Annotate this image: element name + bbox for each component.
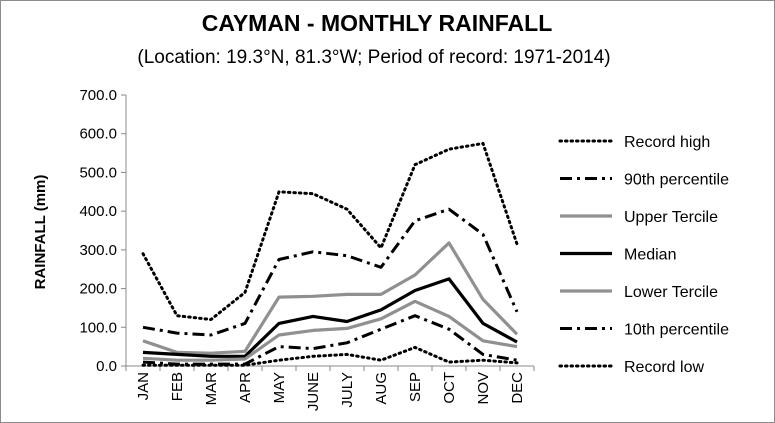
legend-label-10th-percentile: 10th percentile xyxy=(624,322,729,339)
y-tick-label: 400.0 xyxy=(79,203,117,220)
y-tick-labels: 0.0 100.0 200.0 300.0 400.0 500.0 600.0 700.0 xyxy=(79,87,117,375)
x-tick-label: NOV xyxy=(475,372,492,405)
x-tick-label: OCT xyxy=(441,372,458,404)
series-line-90th-percentile xyxy=(142,207,519,337)
x-tick-label: APR xyxy=(237,372,254,403)
x-tick-label: MAY xyxy=(271,372,288,403)
x-tick-labels: JAN FEB MAR APR MAY JUNE JULY AUG SEP OCT NOV DEC xyxy=(135,372,526,411)
y-tick-label: 700.0 xyxy=(79,87,117,104)
y-axis-label: RAINFALL (mm) xyxy=(32,175,49,290)
x-tick-label: JUNE xyxy=(305,372,322,411)
y-tick-label: 100.0 xyxy=(79,319,117,336)
chart-title: CAYMAN - MONTHLY RAINFALL xyxy=(202,10,553,36)
series-line-record-low xyxy=(141,345,519,367)
x-tick-label: AUG xyxy=(373,372,390,405)
series-lines xyxy=(141,141,519,367)
x-tick-label: JULY xyxy=(339,372,356,408)
series-line-upper-tercile xyxy=(142,241,519,355)
legend-label-record-high: Record high xyxy=(624,134,710,151)
legend-label-median: Median xyxy=(624,247,676,264)
series-line-median xyxy=(142,277,518,358)
y-tick-label: 200.0 xyxy=(79,281,117,298)
legend-label-90th-percentile: 90th percentile xyxy=(624,172,729,189)
y-tick-label: 500.0 xyxy=(79,164,117,181)
y-tick-label: 600.0 xyxy=(79,126,117,143)
chart-subtitle: (Location: 19.3°N, 81.3°W; Period of rec… xyxy=(137,47,610,68)
x-tick-label: JAN xyxy=(135,372,152,400)
legend-label-upper-tercile: Upper Tercile xyxy=(624,209,718,226)
legend: Record high 90th percentile Upper Tercile M… xyxy=(558,134,729,376)
legend-label-record-low: Record low xyxy=(624,359,704,376)
y-tick-label: 300.0 xyxy=(79,242,117,259)
legend-label-lower-tercile: Lower Tercile xyxy=(624,284,718,301)
series-line-record-high xyxy=(141,141,519,321)
series-line-lower-tercile xyxy=(142,299,518,362)
series-line-10th-percentile xyxy=(142,314,518,366)
x-tick-label: FEB xyxy=(169,372,186,401)
x-tick-label: DEC xyxy=(509,372,526,404)
x-tick-label: SEP xyxy=(407,372,424,402)
x-tick-label: MAR xyxy=(203,372,220,406)
y-tick-label: 0.0 xyxy=(96,358,117,375)
